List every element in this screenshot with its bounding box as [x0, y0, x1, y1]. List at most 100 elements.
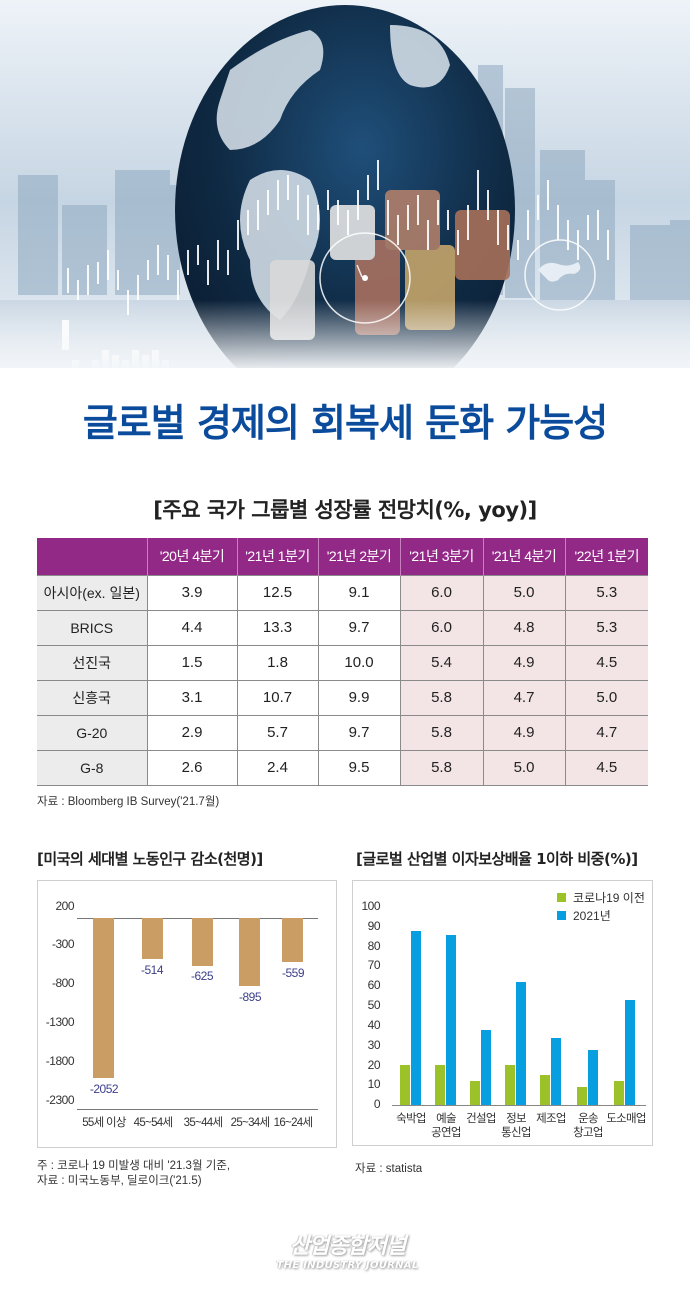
table-cell: 9.7	[317, 609, 400, 645]
x-category-label: 운송 창고업	[573, 1113, 603, 1139]
table-cell-highlighted: 5.8	[399, 749, 483, 786]
table-source: 자료 : Bloomberg IB Survey('21.7월)	[37, 796, 220, 808]
table-cell-highlighted: 4.9	[482, 714, 565, 750]
table-cell: 3.9	[146, 574, 237, 610]
x-category-label: 정보 통신업	[501, 1113, 531, 1139]
table-cell-highlighted: 5.4	[399, 644, 483, 680]
bar-value-label: -625	[190, 969, 214, 983]
bar-2021-transport	[588, 1050, 598, 1105]
row-label: BRICS	[37, 609, 147, 645]
bar-pre-covid-manufacturing	[540, 1075, 550, 1105]
row-label: G-8	[37, 749, 147, 786]
y-tick: 50	[367, 998, 381, 1012]
left-chart-source: 자료 : 미국노동부, 딜로이크('21.5)	[37, 1175, 202, 1187]
column-header: '21년 3분기	[399, 538, 483, 575]
y-tick: -2300	[45, 1093, 75, 1107]
column-header: '22년 1분기	[564, 538, 648, 575]
bar-2021-construction	[481, 1030, 491, 1105]
table-row: 아시아(ex. 일본) 3.9 12.5 9.1 6.0 5.0 5.3	[37, 574, 648, 610]
column-header: '21년 2분기	[317, 538, 400, 575]
table-cell: 9.7	[317, 714, 400, 750]
y-tick: 70	[367, 958, 381, 972]
table-cell-highlighted: 4.5	[564, 749, 648, 786]
x-axis-line	[77, 1109, 318, 1110]
y-tick: 20	[367, 1058, 381, 1072]
y-tick: -1800	[45, 1054, 75, 1068]
bar-2021-arts	[446, 935, 456, 1105]
table-cell: 9.1	[317, 574, 400, 610]
x-category-label: 55세 이상	[82, 1117, 126, 1129]
table-cell-highlighted: 6.0	[399, 609, 483, 645]
right-chart-source: 자료 : statista	[355, 1163, 423, 1175]
x-category-label: 도소매업	[606, 1113, 646, 1125]
x-category-label: 예술 공연업	[431, 1113, 461, 1139]
y-tick: 100	[361, 899, 380, 913]
x-category-label: 제조업	[536, 1113, 566, 1125]
x-category-label: 25~34세	[230, 1117, 270, 1129]
publisher-logo: 산업종합저널 THE INDUSTRY JOURNAL	[270, 1228, 425, 1271]
y-tick: 30	[367, 1038, 381, 1052]
y-tick: 200	[55, 899, 74, 913]
row-label: G-20	[37, 714, 147, 750]
table-cell: 9.9	[317, 679, 400, 715]
table-cell: 12.5	[236, 574, 318, 610]
table-cell-highlighted: 5.8	[399, 714, 483, 750]
row-label: 선진국	[37, 644, 147, 680]
legend-item-2021: 2021년	[557, 907, 611, 924]
y-tick: 90	[367, 919, 381, 933]
table-cell-highlighted: 5.0	[482, 749, 565, 786]
table-cell-highlighted: 5.0	[482, 574, 565, 610]
bar-16-24	[282, 918, 303, 962]
legend-swatch-green	[557, 893, 566, 902]
bar-pre-covid-accommodation	[400, 1065, 410, 1105]
bar-value-label: -2052	[89, 1082, 119, 1096]
table-cell-highlighted: 5.3	[564, 574, 648, 610]
bar-value-label: -895	[238, 990, 262, 1004]
y-tick: -1300	[45, 1015, 75, 1029]
bar-25-34	[239, 918, 260, 986]
bar-2021-ict	[516, 982, 526, 1105]
column-header: '21년 4분기	[482, 538, 565, 575]
table-cell-highlighted: 4.9	[482, 644, 565, 680]
bar-pre-covid-construction	[470, 1081, 480, 1105]
table-cell: 4.4	[146, 609, 237, 645]
y-tick: -800	[51, 976, 75, 990]
table-cell-highlighted: 4.5	[564, 644, 648, 680]
main-title: 글로벌 경제의 회복세 둔화 가능성	[82, 401, 608, 445]
x-category-label: 숙박업	[396, 1113, 426, 1125]
globe-finance-illustration	[0, 0, 690, 368]
table-cell-highlighted: 4.7	[564, 714, 648, 750]
table-cell: 2.6	[146, 749, 237, 786]
column-header	[37, 538, 147, 575]
table-cell-highlighted: 4.7	[482, 679, 565, 715]
table-row: 신흥국 3.1 10.7 9.9 5.8 4.7 5.0	[37, 679, 648, 715]
table-cell: 3.1	[146, 679, 237, 715]
hero-image	[0, 0, 690, 368]
bar-35-44	[192, 918, 213, 966]
table-row: 선진국 1.5 1.8 10.0 5.4 4.9 4.5	[37, 644, 648, 680]
growth-table-title: [주요 국가 그룹별 성장률 전망치(%, yoy)]	[153, 498, 537, 522]
bar-45-54	[142, 918, 163, 959]
table-cell-highlighted: 6.0	[399, 574, 483, 610]
row-label: 아시아(ex. 일본)	[37, 574, 147, 610]
bar-pre-covid-transport	[577, 1087, 587, 1105]
table-row: BRICS 4.4 13.3 9.7 6.0 4.8 5.3	[37, 609, 648, 645]
x-category-label: 건설업	[466, 1113, 496, 1125]
table-cell: 10.0	[317, 644, 400, 680]
table-cell: 9.5	[317, 749, 400, 786]
table-cell: 10.7	[236, 679, 318, 715]
y-tick: 40	[367, 1018, 381, 1032]
table-cell-highlighted: 5.3	[564, 609, 648, 645]
bar-55-plus	[93, 918, 114, 1078]
y-tick: 0	[373, 1097, 381, 1111]
bar-2021-accommodation	[411, 931, 421, 1105]
row-label: 신흥국	[37, 679, 147, 715]
x-category-label: 45~54세	[133, 1117, 173, 1129]
left-chart-title: [미국의 세대별 노동인구 감소(천명)]	[37, 850, 263, 868]
table-cell-highlighted: 4.8	[482, 609, 565, 645]
left-chart-note: 주 : 코로나 19 미발생 대비 '21.3월 기준,	[37, 1160, 231, 1172]
table-row: G-8 2.6 2.4 9.5 5.8 5.0 4.5	[37, 749, 648, 786]
bar-pre-covid-arts	[435, 1065, 445, 1105]
bar-2021-manufacturing	[551, 1038, 561, 1105]
table-cell: 2.9	[146, 714, 237, 750]
